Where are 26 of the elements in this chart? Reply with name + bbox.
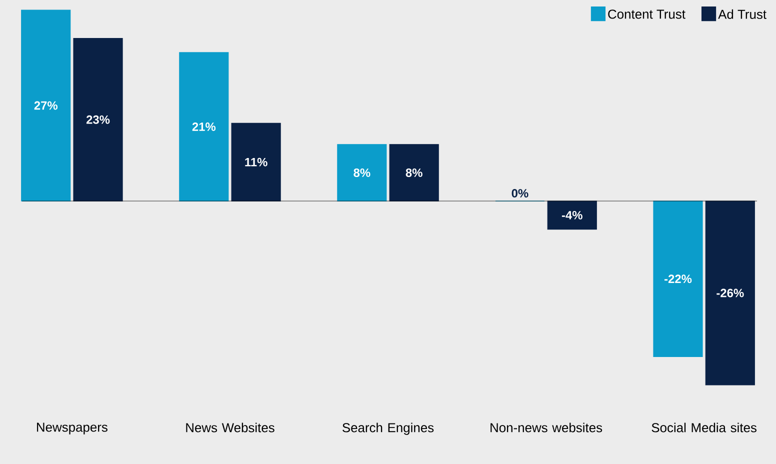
data-label: 8% (406, 168, 422, 177)
x-tick-label: Social Media sites (652, 422, 756, 432)
bar (179, 52, 229, 202)
x-tick-label: Non-news websites (490, 422, 602, 432)
x-tick-label: Search Engines (342, 422, 434, 435)
data-label: -4% (562, 210, 582, 220)
bar (547, 200, 597, 230)
bar (337, 144, 387, 202)
legend-label: Ad Trust (718, 9, 766, 19)
bar (705, 200, 755, 386)
legend-label: Content Trust (608, 10, 686, 19)
bar (389, 144, 439, 202)
x-tick-label: Newspapers (37, 422, 108, 434)
data-label: -22% (664, 274, 692, 284)
data-label: 21% (192, 122, 216, 131)
bar (21, 10, 71, 202)
data-label: 27% (34, 101, 58, 110)
data-label: 23% (86, 115, 110, 124)
data-label: 8% (354, 168, 370, 177)
x-tick-label: News Websites (186, 422, 274, 432)
bar (73, 38, 123, 202)
data-label: 11% (245, 158, 268, 166)
data-label: 0% (512, 189, 528, 198)
bar (653, 200, 703, 357)
data-label: -26% (716, 288, 744, 298)
bar (231, 122, 281, 202)
